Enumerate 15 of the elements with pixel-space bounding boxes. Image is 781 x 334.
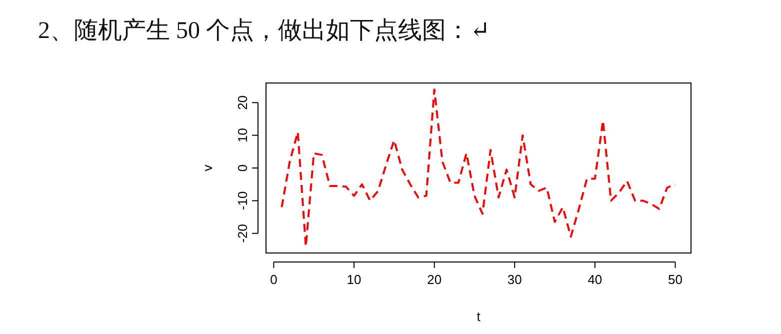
x-tick-label: 40 bbox=[588, 272, 602, 287]
y-tick-label: 20 bbox=[235, 95, 250, 110]
y-tick-label: -10 bbox=[235, 191, 250, 210]
y-tick-label: -20 bbox=[235, 224, 250, 243]
x-tick-label: 20 bbox=[427, 272, 442, 287]
y-axis-title: v bbox=[200, 164, 215, 172]
x-axis-title: t bbox=[476, 309, 481, 324]
x-tick-label: 50 bbox=[668, 272, 682, 287]
chart-title: 2、随机产生 50 个点，做出如下点线图：↵ bbox=[38, 17, 490, 44]
x-tick-label: 0 bbox=[270, 272, 278, 287]
line-series bbox=[280, 88, 676, 248]
y-tick-label: 0 bbox=[235, 164, 250, 172]
y-tick-label: 10 bbox=[235, 128, 250, 143]
x-tick-label: 30 bbox=[507, 272, 522, 287]
x-tick-label: 10 bbox=[346, 272, 362, 287]
